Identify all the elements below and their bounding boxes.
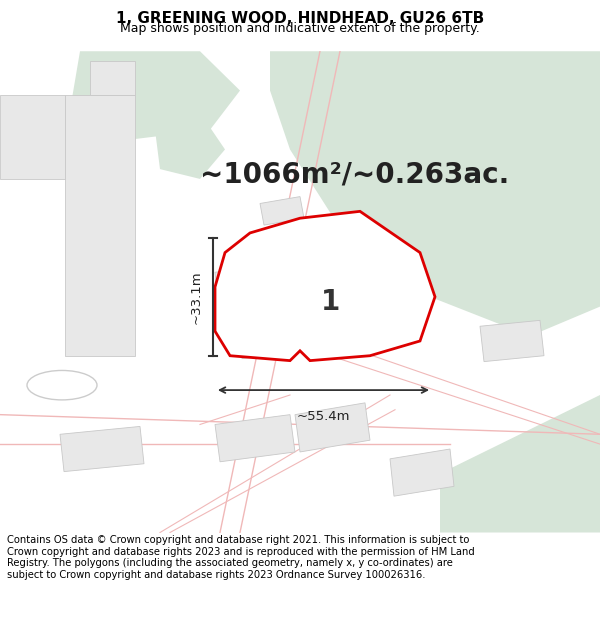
Polygon shape [65, 96, 135, 356]
Polygon shape [295, 403, 370, 452]
Text: ~33.1m: ~33.1m [190, 270, 203, 324]
Text: ~55.4m: ~55.4m [297, 410, 350, 422]
Polygon shape [70, 51, 240, 139]
Text: Map shows position and indicative extent of the property.: Map shows position and indicative extent… [120, 22, 480, 35]
Polygon shape [215, 414, 295, 462]
Polygon shape [440, 395, 600, 532]
Text: Contains OS data © Crown copyright and database right 2021. This information is : Contains OS data © Crown copyright and d… [7, 535, 475, 580]
Text: ~1066m²/~0.263ac.: ~1066m²/~0.263ac. [200, 160, 509, 188]
Text: 1: 1 [320, 288, 340, 316]
Polygon shape [215, 211, 435, 361]
Polygon shape [60, 426, 144, 472]
Text: 1, GREENING WOOD, HINDHEAD, GU26 6TB: 1, GREENING WOOD, HINDHEAD, GU26 6TB [116, 11, 484, 26]
Polygon shape [215, 268, 258, 302]
Polygon shape [390, 449, 454, 496]
Polygon shape [90, 61, 135, 96]
Polygon shape [0, 96, 65, 179]
Polygon shape [260, 197, 304, 225]
Polygon shape [480, 321, 544, 362]
Polygon shape [270, 51, 600, 336]
Polygon shape [240, 331, 280, 359]
Polygon shape [155, 120, 225, 179]
